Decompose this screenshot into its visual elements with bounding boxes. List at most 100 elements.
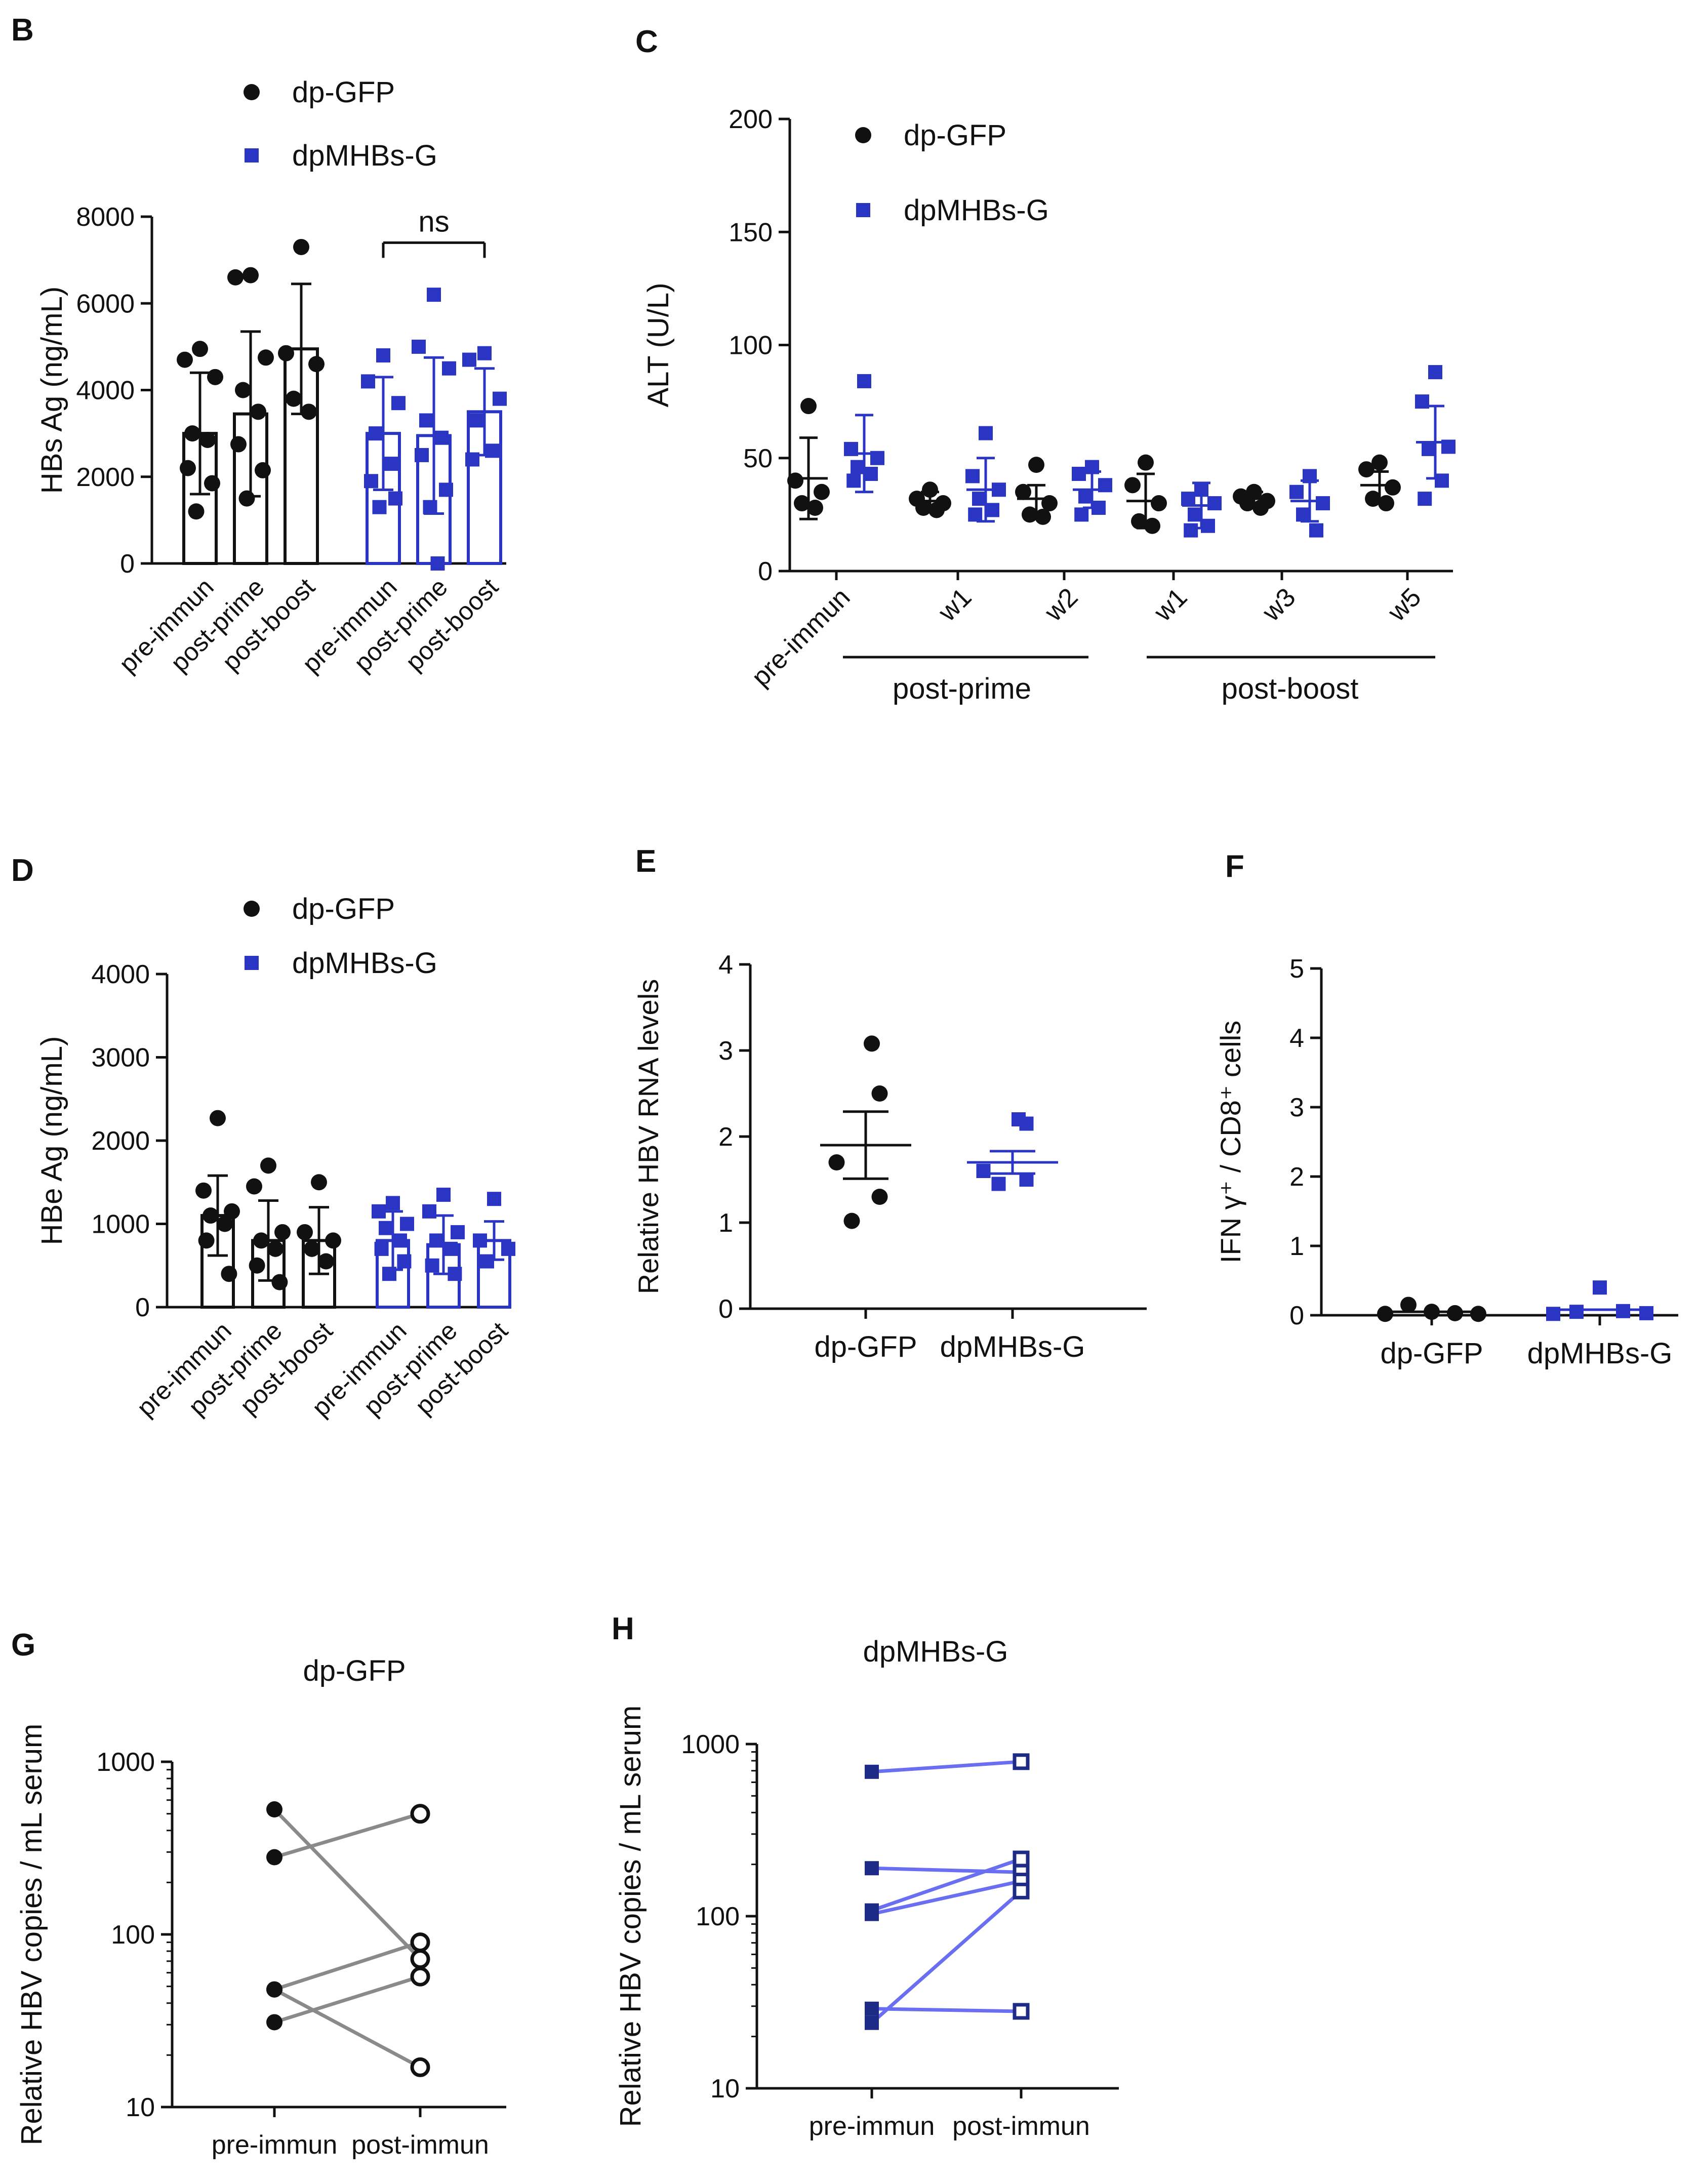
- data-point: [922, 481, 938, 498]
- x-tick-label: w2: [1039, 582, 1084, 627]
- data-point: [207, 369, 223, 385]
- data-point: [1028, 457, 1044, 473]
- data-point-post: [410, 1804, 430, 1824]
- data-point: [991, 1177, 1006, 1191]
- panel-C-y-tick-label: 150: [729, 218, 773, 247]
- panel-D-y-tick-label: 1000: [91, 1210, 150, 1239]
- data-point: [871, 1189, 888, 1205]
- x-tick-label: dpMHBs-G: [1527, 1337, 1673, 1370]
- data-point: [1181, 492, 1195, 506]
- data-point: [278, 345, 294, 361]
- data-point: [1207, 496, 1222, 511]
- x-tick-label: w3: [1257, 582, 1302, 627]
- data-point: [1428, 365, 1442, 380]
- legend-marker-dpMHBs-G: [245, 148, 259, 163]
- panel-D-y-tick-label: 0: [135, 1293, 150, 1322]
- data-point: [304, 1240, 320, 1257]
- data-point: [443, 1241, 458, 1256]
- data-point: [311, 1174, 327, 1191]
- panel-H-title: dpMHBs-G: [863, 1635, 1008, 1668]
- data-point: [436, 1187, 451, 1202]
- x-tick-label: post-immun: [952, 2112, 1090, 2141]
- pair-line: [273, 1974, 421, 2024]
- legend-label: dpMHBs-G: [292, 139, 437, 172]
- panel-H-y-tick-label: 10: [710, 2074, 740, 2104]
- data-point: [915, 499, 932, 516]
- data-point: [203, 1207, 219, 1224]
- panel-E-y-tick-label: 3: [718, 1036, 733, 1066]
- data-point: [325, 1232, 341, 1249]
- data-point: [397, 1254, 412, 1269]
- data-point: [271, 1274, 288, 1290]
- panel-label-G: G: [11, 1628, 35, 1663]
- panel-E-y-tick-label: 4: [718, 950, 733, 980]
- data-point: [318, 1253, 334, 1270]
- data-point: [965, 469, 980, 483]
- data-point: [1422, 441, 1436, 456]
- legend-marker-dp-GFP: [244, 901, 260, 917]
- data-point: [864, 1035, 880, 1052]
- panel-B-y-tick-label: 8000: [76, 203, 135, 232]
- data-point: [846, 473, 861, 488]
- legend-marker-dp-GFP: [244, 84, 260, 100]
- panel-E-y-tick-label: 1: [718, 1208, 733, 1238]
- pair-line: [273, 1808, 422, 1961]
- panel-C-y-tick-label: 100: [729, 331, 773, 360]
- data-point: [235, 382, 251, 398]
- data-point: [1309, 523, 1323, 538]
- data-point: [871, 1085, 888, 1102]
- data-point: [199, 431, 216, 448]
- data-point: [1078, 489, 1093, 504]
- panel-C-y-tick-label: 0: [758, 557, 773, 586]
- data-point: [1415, 394, 1429, 409]
- data-point: [439, 482, 453, 497]
- panel-label-E: E: [635, 844, 656, 879]
- data-point: [1569, 1305, 1584, 1319]
- data-point: [972, 492, 986, 506]
- data-point: [1400, 1297, 1417, 1313]
- data-point: [1639, 1306, 1653, 1320]
- panel-F-y-tick-label: 3: [1289, 1093, 1304, 1122]
- data-point: [1252, 499, 1269, 516]
- x-tick-label: pre-immun: [746, 582, 856, 692]
- data-point: [177, 351, 193, 368]
- panel-F-y-tick-label: 2: [1289, 1162, 1304, 1192]
- data-point-post: [1013, 1753, 1030, 1770]
- data-point: [928, 502, 945, 518]
- pair-line: [870, 1889, 1023, 2025]
- data-point: [297, 1224, 313, 1240]
- data-point: [976, 1164, 991, 1178]
- data-point: [1098, 478, 1112, 493]
- panel-H-y-tick-label: 100: [696, 1902, 740, 1931]
- data-point: [374, 1241, 389, 1256]
- data-point: [425, 1258, 439, 1273]
- data-point: [1041, 495, 1058, 512]
- panel-E-ylabel: Relative HBV RNA levels: [632, 979, 664, 1294]
- panel-G-y-tick-label: 10: [126, 2093, 155, 2122]
- data-point: [968, 507, 983, 522]
- data-point: [267, 1240, 284, 1257]
- panel-E-y-tick-label: 2: [718, 1122, 733, 1152]
- data-point: [843, 1212, 860, 1229]
- data-point: [1358, 461, 1374, 478]
- data-point: [250, 403, 266, 420]
- data-point: [470, 413, 484, 428]
- data-point: [274, 1224, 291, 1240]
- data-point: [1424, 1304, 1440, 1320]
- data-point: [1151, 495, 1167, 512]
- data-point: [501, 1241, 515, 1256]
- data-point: [851, 460, 865, 474]
- data-point: [429, 1233, 443, 1248]
- group-label-post-prime: post-prime: [893, 672, 1031, 705]
- panel-D-y-tick-label: 3000: [91, 1043, 150, 1073]
- data-point: [372, 500, 387, 514]
- legend-label: dpMHBs-G: [292, 947, 437, 980]
- panel-F-y-tick-label: 4: [1289, 1024, 1304, 1053]
- legend-marker-dpMHBs-G: [245, 956, 259, 970]
- data-point: [227, 269, 244, 286]
- data-point: [391, 396, 406, 411]
- data-point-post: [1013, 1882, 1030, 1899]
- data-point-pre: [266, 1801, 282, 1818]
- data-point: [364, 474, 378, 489]
